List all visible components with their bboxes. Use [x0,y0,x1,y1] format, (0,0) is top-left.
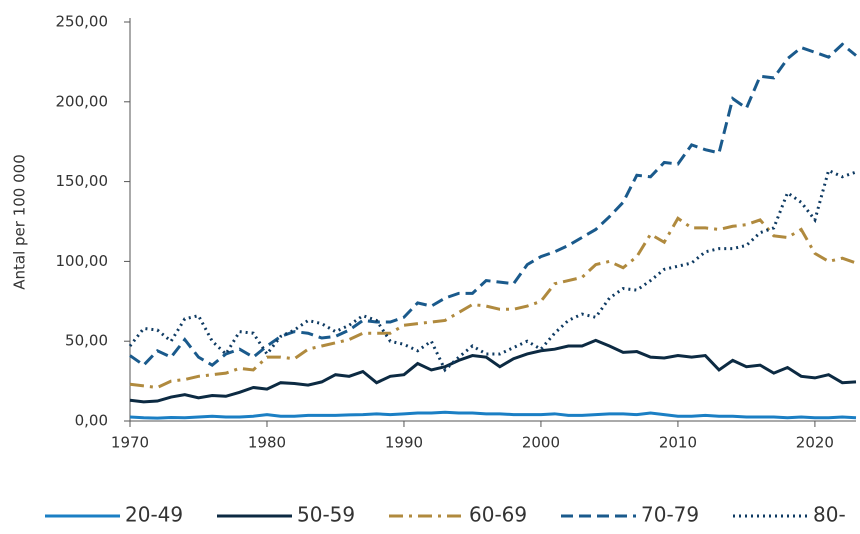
x-tick-label: 2020 [796,434,834,452]
series-line [129,338,857,404]
legend-label: 70-79 [641,503,699,527]
legend-label: 20-49 [125,503,183,527]
y-tick-label: 0,00 [75,412,108,430]
x-tick-label: 1980 [248,434,286,452]
x-tick-label: 1990 [385,434,423,452]
x-tick-label: 2000 [522,434,560,452]
y-tick-label: 150,00 [56,172,109,190]
x-tick-label: 2010 [659,434,697,452]
y-tick-label: 50,00 [65,332,108,350]
series-line [128,168,857,373]
y-tick-label: 100,00 [56,252,109,270]
series-line [129,42,857,368]
x-tick-label: 1970 [111,434,149,452]
series-line [129,410,857,420]
y-tick-label: 200,00 [56,92,109,110]
legend-label: 60-69 [469,503,527,527]
y-axis-label: Antal per 100 000 [11,154,29,290]
legend-label: 50-59 [297,503,355,527]
series-line [129,216,857,390]
legend-label: 80- [813,503,846,527]
y-tick-label: 250,00 [56,13,109,31]
